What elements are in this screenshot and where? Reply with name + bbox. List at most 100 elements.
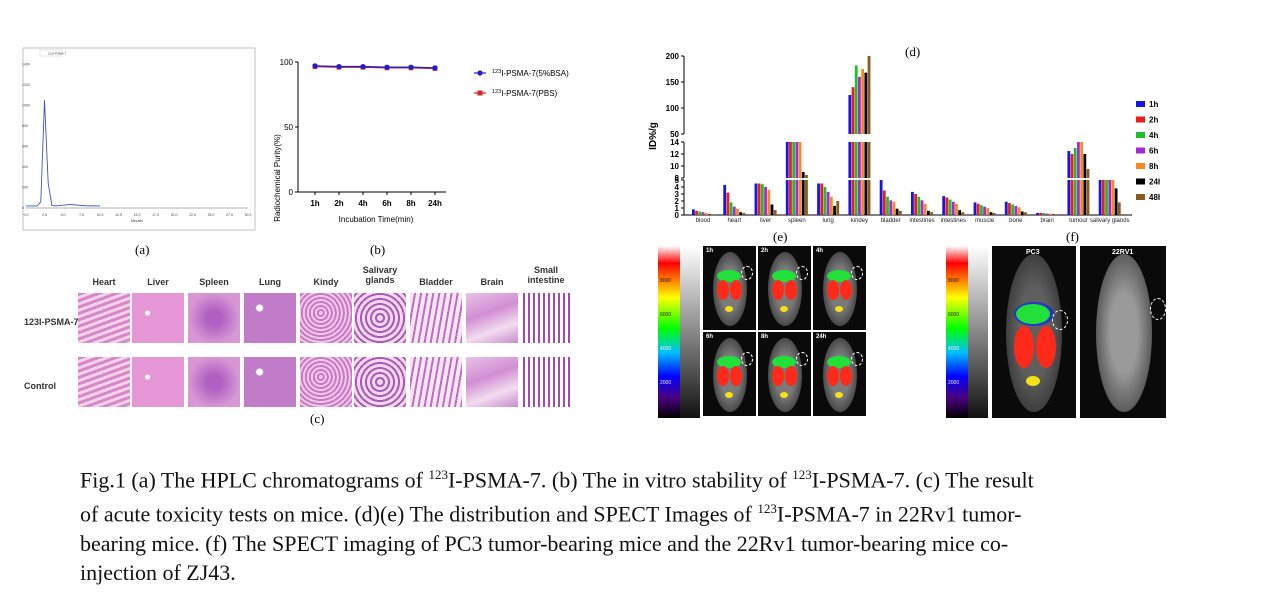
hplc-xtick: 22.5 [189, 213, 196, 217]
bio-bar-4h [760, 184, 764, 215]
bio-bar-1h [1067, 180, 1071, 215]
bio-bar-24h [864, 142, 868, 178]
tissue-header: Salivary glands [362, 265, 398, 285]
bio-bar-4h [854, 142, 858, 178]
legend-marker-pbs [477, 90, 483, 96]
scale-f-8000: 8000 [948, 278, 960, 284]
bio-bar-6h [1014, 205, 1018, 215]
bio-legend-label: 24h [1149, 178, 1160, 187]
bio-legend-label: 1h [1149, 100, 1158, 109]
bio-bar-48h [1117, 202, 1121, 215]
hplc-xtick: 25.0 [208, 213, 215, 217]
bio-bar-24h [1083, 180, 1087, 215]
histology-treated [410, 293, 462, 343]
panel-f: 8000 6000 4000 2000 PC3 22RV1 [946, 246, 1166, 418]
stability-legend: 123I-PSMA-7(5%BSA) 123I-PSMA-7(PBS) [474, 69, 569, 98]
bio-bar-48h [867, 56, 871, 134]
histology-control [132, 357, 184, 407]
bio-bar-1h [848, 95, 852, 134]
spect-22rv1: 22RV1 [1080, 246, 1166, 418]
bio-bar-2h [1039, 212, 1043, 215]
bio-bar-1h [879, 180, 883, 215]
caption-line-1: Fig.1 (a) The HPLC chromatograms of 123I… [80, 467, 1034, 493]
row-label-treated: 123I-PSMA-7 [24, 317, 79, 327]
spect-e-24h: 24h [813, 332, 866, 416]
bio-bar-48h [1086, 180, 1090, 215]
caption-line-4: injection of ZJ43. [80, 559, 236, 585]
bio-bar-2h [851, 142, 855, 178]
tissue-header: Bladder [419, 277, 453, 287]
bio-ytick: 200 [666, 52, 680, 61]
bio-bar-24h [770, 204, 774, 215]
bio-bar-4h [1073, 148, 1077, 178]
bio-bar-8h [861, 142, 865, 178]
bio-bar-1h [1036, 212, 1039, 215]
spect-e-time-label: 4h [816, 248, 824, 254]
stab-xtick: 6h [382, 199, 391, 208]
panel-f-label: (f) [1066, 229, 1079, 244]
bio-xtick: heart [727, 218, 741, 224]
histology-treated [466, 293, 518, 343]
histology-control [410, 357, 462, 407]
bio-legend-swatch [1136, 147, 1145, 154]
bio-ytick: 50 [670, 130, 679, 139]
histology-treated [300, 293, 352, 343]
bio-bar-48h [711, 214, 714, 215]
figure-caption: Fig.1 (a) The HPLC chromatograms of 123I… [80, 460, 1160, 587]
bio-ylabel: ID%/g [648, 122, 659, 150]
bio-bar-6h [701, 212, 705, 215]
hplc-xtick: 30.0 [245, 213, 252, 217]
bio-bar-48h [1086, 169, 1090, 178]
hplc-xtick: 2.5 [42, 213, 47, 217]
bio-bar-1h [942, 196, 946, 215]
bio-bar-6h [795, 142, 799, 178]
bio-legend-label: 48h [1149, 193, 1160, 202]
hplc-ytick: 1400 [22, 62, 30, 66]
histology-control [466, 357, 518, 407]
panel-a-label: (a) [135, 242, 150, 257]
tissue-header: Liver [147, 277, 169, 287]
bio-bar-8h [986, 208, 990, 215]
bio-ytick: 150 [666, 78, 680, 87]
bio-bar-24h [1114, 188, 1118, 215]
bio-ytick: 100 [666, 104, 680, 113]
tissue-header: Heart [92, 277, 116, 287]
bio-bar-2h [695, 210, 698, 215]
bio-bar-24h [801, 172, 805, 178]
bio-legend-swatch [1136, 194, 1145, 200]
bio-bar-6h [858, 180, 861, 215]
histology-treated [132, 293, 184, 343]
stab-point [312, 63, 318, 69]
bio-bar-6h [732, 206, 736, 215]
stab-point [432, 65, 438, 71]
bio-bar-4h [792, 142, 796, 178]
bio-bar-48h [1055, 214, 1059, 215]
bio-bar-24h [739, 212, 743, 215]
spect-e-8h: 8h [758, 332, 811, 416]
bio-legend: 1h 2h 4h 6h 8h 24h 48h [1136, 100, 1163, 202]
bio-bar-8h [861, 69, 865, 134]
hplc-ytick: 1000 [22, 103, 30, 107]
bio-ytick: 8 [675, 174, 680, 183]
bio-xtick: bladder [881, 218, 901, 224]
bio-xtick: kindey [851, 218, 868, 224]
bio-bar-2h [789, 180, 792, 215]
bio-legend-label: 6h [1149, 147, 1158, 156]
panel-c-label: (c) [310, 411, 325, 426]
panel-d: ID%/g 0 1 2 3 4 5 8 10 12 14 50 100 150 200 blood heart… [640, 44, 1163, 230]
bio-ytick: 12 [670, 150, 679, 159]
bio-bar-4h [823, 187, 827, 215]
bio-ytick: 3 [675, 190, 680, 199]
row-label-control: Control [24, 381, 56, 391]
bio-bar-4h [1011, 204, 1015, 215]
histology-treated [78, 293, 130, 343]
bio-bar-1h [911, 191, 914, 215]
bio-bar-4h [1073, 180, 1077, 215]
tissue-header: Brain [480, 277, 504, 287]
bio-xtick: muscle [975, 218, 995, 224]
bio-bar-6h [889, 200, 893, 215]
bio-bar-24h [708, 214, 711, 215]
bio-bar-2h [851, 87, 855, 134]
stab-xtick: 2h [334, 199, 343, 208]
